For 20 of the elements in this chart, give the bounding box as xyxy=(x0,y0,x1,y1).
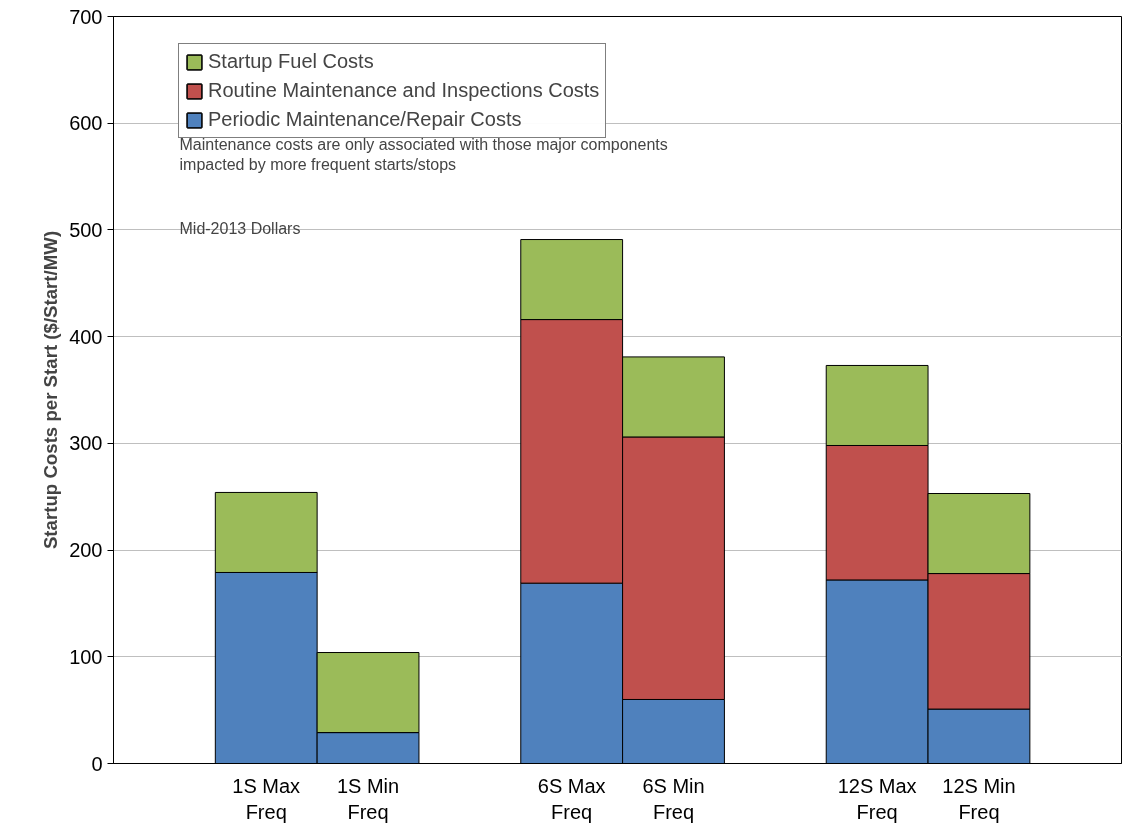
y-tick-label: 400 xyxy=(69,325,103,348)
x-tick-label: 6S Min Freq xyxy=(642,774,705,823)
annotation: Mid-2013 Dollars xyxy=(179,219,301,237)
x-tick-label: 12S Min Freq xyxy=(942,774,1016,823)
y-tick-label: 500 xyxy=(69,218,103,241)
y-tick-label: 300 xyxy=(69,432,103,455)
x-tick-label: 1S Min Freq xyxy=(336,774,400,823)
y-axis-title: Startup Costs per Start ($/Start/MW) xyxy=(40,230,62,550)
x-tick-label: 1S Max Freq xyxy=(232,774,301,823)
x-tick-label: 6S Max Freq xyxy=(537,774,606,823)
y-tick-label: 0 xyxy=(91,752,103,775)
legend-label: Startup Fuel Costs xyxy=(208,50,374,73)
x-tick-label: 12S Max Freq xyxy=(837,774,917,823)
legend-label: Routine Maintenance and Inspections Costs xyxy=(208,79,600,102)
y-tick-label: 100 xyxy=(69,645,103,668)
y-tick-label: 600 xyxy=(69,112,103,135)
y-tick-label: 200 xyxy=(69,539,103,562)
annotation: Maintenance costs are only associated with those major components impacted by more frequent starts/stops xyxy=(179,136,668,174)
legend-label: Periodic Maintenance/Repair Costs xyxy=(208,108,522,131)
y-tick-label: 700 xyxy=(69,5,103,28)
